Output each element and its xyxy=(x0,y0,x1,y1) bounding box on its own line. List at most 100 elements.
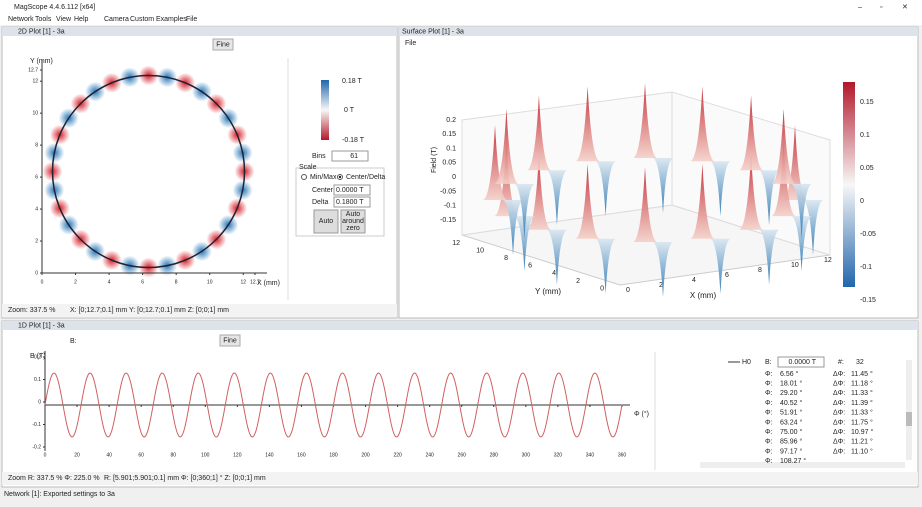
fine-label: Fine xyxy=(223,337,237,344)
surface-valley xyxy=(653,158,673,213)
dphi-label: ΔΦ: xyxy=(833,419,845,426)
x-unit: Φ (°) xyxy=(634,410,649,418)
pane-title: 1D Plot [1] - 3a xyxy=(18,322,65,329)
y-tick-label: 10 xyxy=(476,247,484,254)
dphi-label: ΔΦ: xyxy=(833,410,845,417)
y-tick-label: 8 xyxy=(504,255,508,262)
x-tick-label: 60 xyxy=(138,452,144,458)
z-tick-label: -0.05 xyxy=(440,188,456,195)
y-tick-label: 2 xyxy=(576,278,580,285)
delta-input[interactable] xyxy=(333,196,371,208)
menu-item[interactable]: Examples xyxy=(156,16,187,23)
pane-header xyxy=(2,27,397,36)
x-tick-label: 360 xyxy=(618,452,627,458)
phi-value: 75.00 ° xyxy=(780,428,802,436)
x-tick-label: 40 xyxy=(106,452,112,458)
surface-peak xyxy=(494,108,519,184)
window-title: MagScope 4.4.6.112 [x64] xyxy=(14,4,95,11)
menu-item[interactable]: Help xyxy=(74,16,89,23)
auto-button[interactable] xyxy=(313,209,339,234)
x-unit: X (mm) xyxy=(257,280,280,287)
dphi-value: 11.10 ° xyxy=(851,447,873,455)
minimize[interactable]: – xyxy=(858,4,862,11)
surface-peak xyxy=(739,154,764,230)
scrollbar[interactable] xyxy=(906,360,912,460)
cb-label: 0.15 xyxy=(860,99,874,106)
phi-label: Φ: xyxy=(765,429,773,436)
count: 32 xyxy=(856,359,864,366)
z-tick-label: -0.15 xyxy=(440,217,456,224)
surface-peak xyxy=(690,163,715,239)
cb-label: 0.05 xyxy=(860,165,874,172)
x-tick-label: 12 xyxy=(824,257,832,264)
colorbar-2d xyxy=(321,80,329,140)
phi-label: Φ: xyxy=(765,390,773,397)
x-tick-label: 20 xyxy=(74,452,80,458)
phi-value: 40.52 ° xyxy=(780,399,802,407)
phi-value: 85.96 ° xyxy=(780,438,802,446)
h-scrollbar[interactable] xyxy=(700,462,905,468)
fine-button[interactable] xyxy=(219,334,241,347)
dphi-value: 10.97 ° xyxy=(851,428,873,436)
x-tick-label: 100 xyxy=(201,452,210,458)
center-input[interactable] xyxy=(333,184,371,196)
phi-label: Φ: xyxy=(765,439,773,446)
phi-label: Φ: xyxy=(765,400,773,407)
delta-label: Delta xyxy=(312,199,328,206)
phi-value: 29.20 ° xyxy=(780,389,802,397)
radio-dot xyxy=(338,175,342,179)
y-tick-label: 6 xyxy=(528,263,532,270)
b-input[interactable] xyxy=(777,356,825,368)
pane-header xyxy=(399,27,918,36)
radio-label: Min/Max xyxy=(310,174,337,181)
menu-item[interactable]: Camera xyxy=(104,16,129,23)
x-tick-label: 0 xyxy=(44,452,47,458)
menu-item[interactable]: Tools xyxy=(35,16,52,23)
menu-item[interactable]: Custom xyxy=(130,16,154,23)
scroll-thumb[interactable] xyxy=(906,412,912,426)
surface-peak xyxy=(771,108,796,184)
menu-item[interactable]: Network xyxy=(8,16,34,23)
b-label: B: xyxy=(765,359,772,366)
x-tick-label: 8 xyxy=(175,279,178,285)
surface-peak xyxy=(483,125,507,200)
status-1d xyxy=(2,472,918,485)
z-tick-label: 0.05 xyxy=(442,160,456,167)
surface-valley xyxy=(595,238,616,294)
menu-file[interactable]: File xyxy=(405,40,416,47)
scale-group xyxy=(295,167,385,237)
radio-minmax[interactable] xyxy=(301,174,307,180)
x-tick-label: 140 xyxy=(265,452,274,458)
x-tick-label: 80 xyxy=(170,452,176,458)
menu-item[interactable]: File xyxy=(186,16,197,23)
b-value: 0.0000 T xyxy=(788,359,816,366)
x-tick-label: 280 xyxy=(490,452,499,458)
dphi-label: ΔΦ: xyxy=(833,381,845,388)
phi-label: Φ: xyxy=(765,381,773,388)
y-label: Y (mm) xyxy=(535,287,561,296)
menu-item[interactable]: View xyxy=(56,16,72,23)
close[interactable]: ✕ xyxy=(902,4,908,11)
x-tick-label: 0 xyxy=(41,279,44,285)
x-tick-label: 6 xyxy=(725,272,729,279)
dphi-value: 11.21 ° xyxy=(851,438,873,446)
x-tick-label: 340 xyxy=(586,452,595,458)
maximize[interactable]: ▫ xyxy=(880,4,882,11)
dphi-label: ΔΦ: xyxy=(833,429,845,436)
fine-button[interactable] xyxy=(212,38,234,51)
dphi-label: ΔΦ: xyxy=(833,448,845,455)
cb-label: -0.1 xyxy=(860,264,872,271)
fine-label: Fine xyxy=(216,41,230,48)
surface-valley xyxy=(514,216,535,272)
bins-input[interactable] xyxy=(331,150,369,162)
scale-label: Scale xyxy=(299,164,317,171)
cb-label: 0 T xyxy=(344,107,355,114)
surface-valley xyxy=(503,200,523,255)
cb-label: 0 xyxy=(860,198,864,205)
surface-peak xyxy=(526,154,551,230)
x-tick-label: 12 xyxy=(240,279,246,285)
y-tick-label: 8 xyxy=(35,142,38,148)
surface-valley xyxy=(759,170,780,226)
auto-zero-button[interactable] xyxy=(340,209,366,234)
